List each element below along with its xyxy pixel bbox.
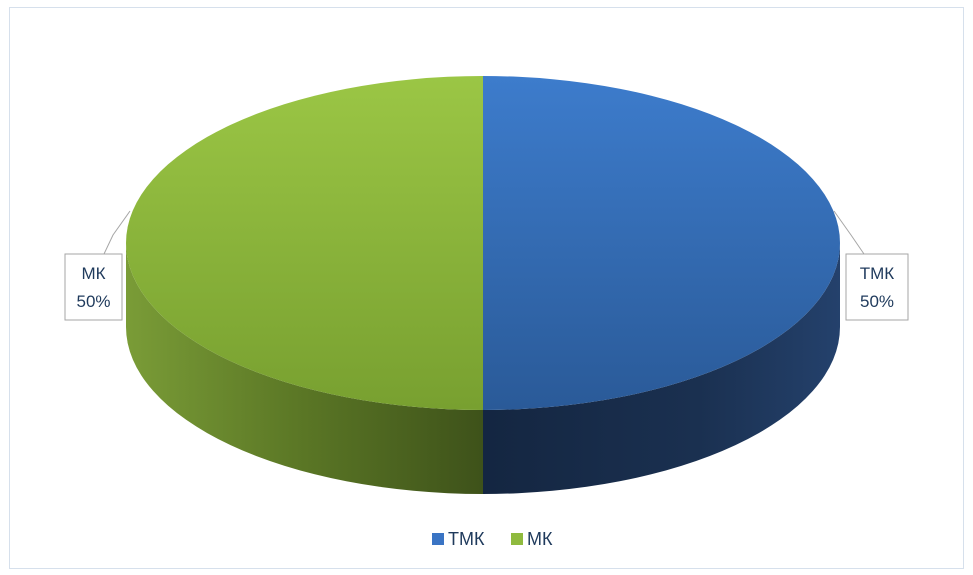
pie-side-tmk: [483, 243, 840, 494]
legend: ТМК МК: [432, 529, 553, 549]
data-label-box-mk: [64, 253, 123, 321]
leader-line-mk: [103, 210, 131, 255]
legend-swatch-mk: [511, 533, 523, 545]
data-labels: ТМК 50% МК 50%: [64, 210, 909, 321]
legend-label-mk: МК: [527, 529, 553, 549]
data-label-box-tmk: [845, 253, 909, 321]
data-label-percent-mk: 50%: [76, 292, 110, 311]
legend-swatch-tmk: [432, 533, 444, 545]
pie-side-mk: [126, 243, 483, 494]
pie-slice-mk: [126, 76, 483, 410]
leader-line-tmk: [833, 210, 865, 255]
pie-side-walls: [126, 243, 840, 494]
legend-label-tmk: ТМК: [448, 529, 485, 549]
data-label-category-mk: МК: [81, 264, 105, 283]
pie-slices: [126, 76, 840, 410]
data-label-category-tmk: ТМК: [860, 264, 895, 283]
pie-slice-tmk: [483, 76, 840, 410]
data-label-percent-tmk: 50%: [860, 292, 894, 311]
